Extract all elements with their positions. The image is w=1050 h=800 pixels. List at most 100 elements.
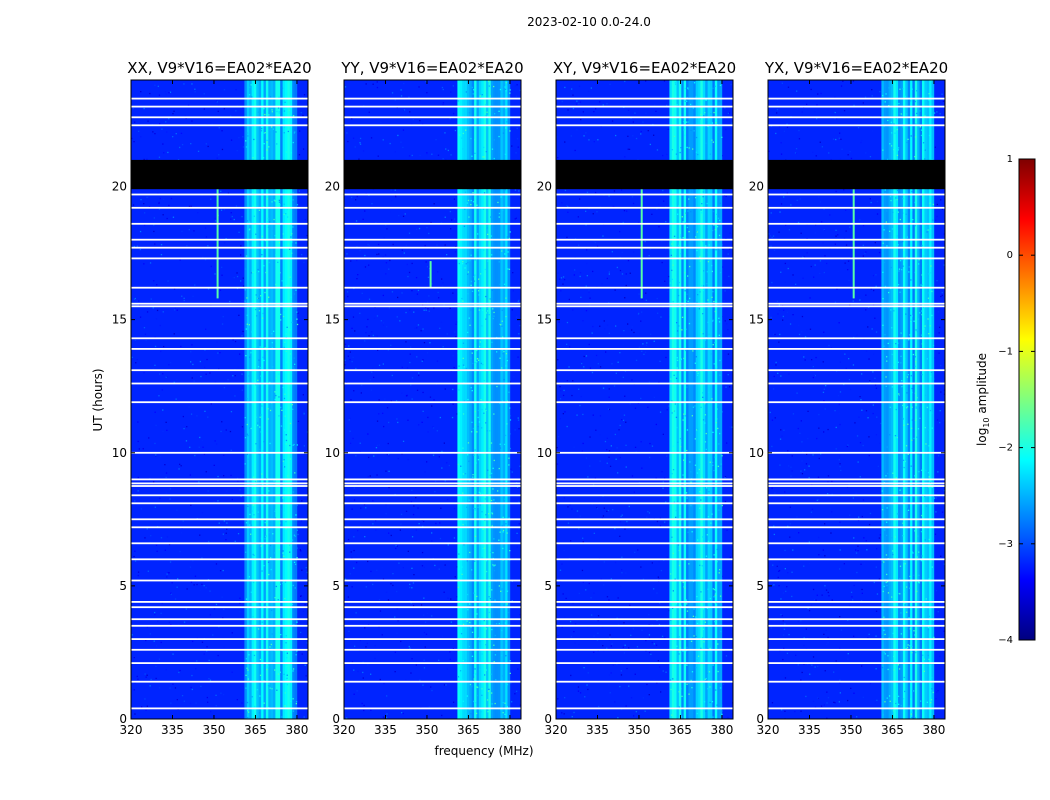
y-tick-label: 0 xyxy=(332,712,340,726)
flagged-row xyxy=(768,478,945,481)
panel-title: YX, V9*V16=EA02*EA20 xyxy=(764,59,948,77)
flagged-row xyxy=(768,305,945,308)
flagged-row xyxy=(768,246,945,249)
y-tick-label: 5 xyxy=(119,579,127,593)
flagged-row xyxy=(131,124,308,127)
flagged-row xyxy=(556,337,733,340)
flagged-row xyxy=(556,638,733,640)
flagged-row xyxy=(344,482,521,485)
flagged-row xyxy=(131,502,308,505)
flagged-row xyxy=(768,526,945,529)
flagged-row xyxy=(768,494,945,497)
flagged-row xyxy=(344,206,521,209)
y-tick-label: 10 xyxy=(325,446,340,460)
flagged-row xyxy=(768,337,945,340)
flagged-row xyxy=(344,305,521,308)
panel-title: XY, V9*V16=EA02*EA20 xyxy=(553,59,736,77)
flagged-row xyxy=(344,680,521,683)
flagged-row xyxy=(131,238,308,241)
masked-block xyxy=(131,159,308,190)
flagged-row xyxy=(344,618,521,621)
flagged-row xyxy=(556,238,733,241)
flagged-rows xyxy=(344,97,521,710)
y-tick-label: 20 xyxy=(537,180,552,194)
flagged-row xyxy=(344,369,521,372)
flagged-row xyxy=(768,257,945,260)
rfi-spike xyxy=(852,189,855,299)
flagged-row xyxy=(131,337,308,340)
panel-2: YY, V9*V16=EA02*EA20 320 335 350 365 380 0 5 10 1… xyxy=(325,59,524,737)
flagged-row xyxy=(556,494,733,497)
flagged-row xyxy=(131,624,308,627)
flagged-row xyxy=(131,558,308,561)
y-tick-label: 0 xyxy=(756,712,764,726)
flagged-row xyxy=(344,648,521,651)
flagged-row xyxy=(131,542,308,545)
flagged-row xyxy=(131,707,308,710)
flagged-row xyxy=(556,542,733,545)
colorbar-label: log10 amplitude xyxy=(975,353,991,446)
y-tick-label: 20 xyxy=(325,180,340,194)
flagged-rows xyxy=(131,97,308,710)
flagged-row xyxy=(556,618,733,621)
colorbar-tick-label: −4 xyxy=(998,635,1013,646)
colorbar-tick-label: 0 xyxy=(1007,250,1013,261)
flagged-row xyxy=(768,482,945,485)
flagged-row xyxy=(131,302,308,305)
panel-3: XY, V9*V16=EA02*EA20 320 335 350 365 380 0 5 10 1… xyxy=(537,59,736,737)
panel-frame xyxy=(343,79,522,720)
y-tick-label: 15 xyxy=(749,313,764,327)
flagged-row xyxy=(556,518,733,521)
masked-block xyxy=(344,159,521,190)
flagged-row xyxy=(768,401,945,404)
flagged-row xyxy=(131,105,308,108)
flagged-row xyxy=(556,648,733,651)
flagged-row xyxy=(556,206,733,209)
flagged-row xyxy=(768,542,945,545)
panel-4: YX, V9*V16=EA02*EA20 320 335 350 365 380 0 5 10 1… xyxy=(749,59,948,737)
flagged-row xyxy=(768,238,945,241)
x-tick-label: 335 xyxy=(161,723,184,737)
flagged-row xyxy=(768,579,945,582)
flagged-row xyxy=(131,246,308,249)
flagged-row xyxy=(344,485,521,487)
flagged-row xyxy=(768,707,945,710)
flagged-row xyxy=(131,485,308,487)
y-tick-label: 0 xyxy=(119,712,127,726)
flagged-row xyxy=(768,485,945,487)
flagged-row xyxy=(131,618,308,621)
colorbar-tick-label: −1 xyxy=(998,346,1013,357)
y-tick-label: 20 xyxy=(749,180,764,194)
panel-title: XX, V9*V16=EA02*EA20 xyxy=(127,59,311,77)
flagged-row xyxy=(768,302,945,305)
flagged-row xyxy=(556,401,733,404)
flagged-row xyxy=(556,286,733,289)
flagged-row xyxy=(556,97,733,100)
flagged-row xyxy=(344,105,521,108)
x-tick-label: 320 xyxy=(333,723,356,737)
flagged-row xyxy=(344,193,521,196)
colorbar-gradient xyxy=(1018,158,1036,641)
flagged-row xyxy=(131,305,308,308)
flagged-row xyxy=(344,124,521,127)
flagged-row xyxy=(556,502,733,505)
panel-frame xyxy=(555,79,734,720)
flagged-row xyxy=(344,222,521,225)
flagged-row xyxy=(344,246,521,249)
y-axis-label: UT (hours) xyxy=(91,368,105,431)
flagged-row xyxy=(768,502,945,505)
x-tick-label: 350 xyxy=(416,723,439,737)
y-tick-label: 15 xyxy=(537,313,552,327)
flagged-row xyxy=(556,246,733,249)
flagged-row xyxy=(556,451,733,454)
y-tick-label: 5 xyxy=(544,579,552,593)
colorbar-tick-label: −3 xyxy=(998,539,1013,550)
x-tick-label: 350 xyxy=(203,723,226,737)
masked-block xyxy=(768,159,945,190)
x-tick-label: 350 xyxy=(840,723,863,737)
x-tick-label: 380 xyxy=(285,723,308,737)
flagged-row xyxy=(344,624,521,627)
flagged-row xyxy=(131,193,308,196)
flagged-row xyxy=(131,680,308,683)
flagged-row xyxy=(131,518,308,521)
